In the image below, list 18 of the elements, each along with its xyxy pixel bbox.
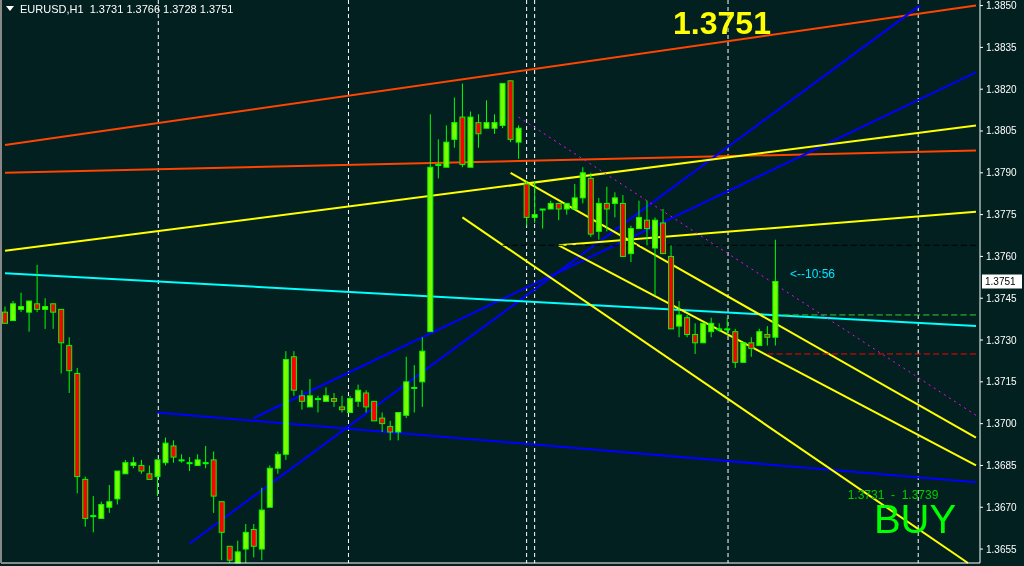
y-tick-label: 1.3835 [986,41,1018,53]
annotation: 1.3751 [673,5,771,41]
annotation: 1.3751 [985,276,1017,287]
y-tick-label: 1.3850 [986,0,1018,12]
y-tick-label: 1.3775 [986,209,1018,221]
y-tick-label: 1.3790 [986,167,1018,179]
y-tick-label: 1.3700 [986,418,1018,430]
y-tick-label: 1.3655 [986,543,1018,555]
annotation: <--10:56 [790,267,836,281]
y-tick-label: 1.3820 [986,83,1018,95]
y-tick-label: 1.3760 [986,250,1018,262]
y-tick-label: 1.3685 [986,459,1018,471]
y-tick-label: 1.3745 [986,292,1018,304]
chart-title: EURUSD,H1 1.3731 1.3766 1.3728 1.3751 [20,3,234,15]
y-tick-label: 1.3730 [986,334,1018,346]
y-tick-label: 1.3805 [986,125,1018,137]
y-tick-label: 1.3670 [986,501,1018,513]
y-tick-label: 1.3715 [986,376,1018,388]
